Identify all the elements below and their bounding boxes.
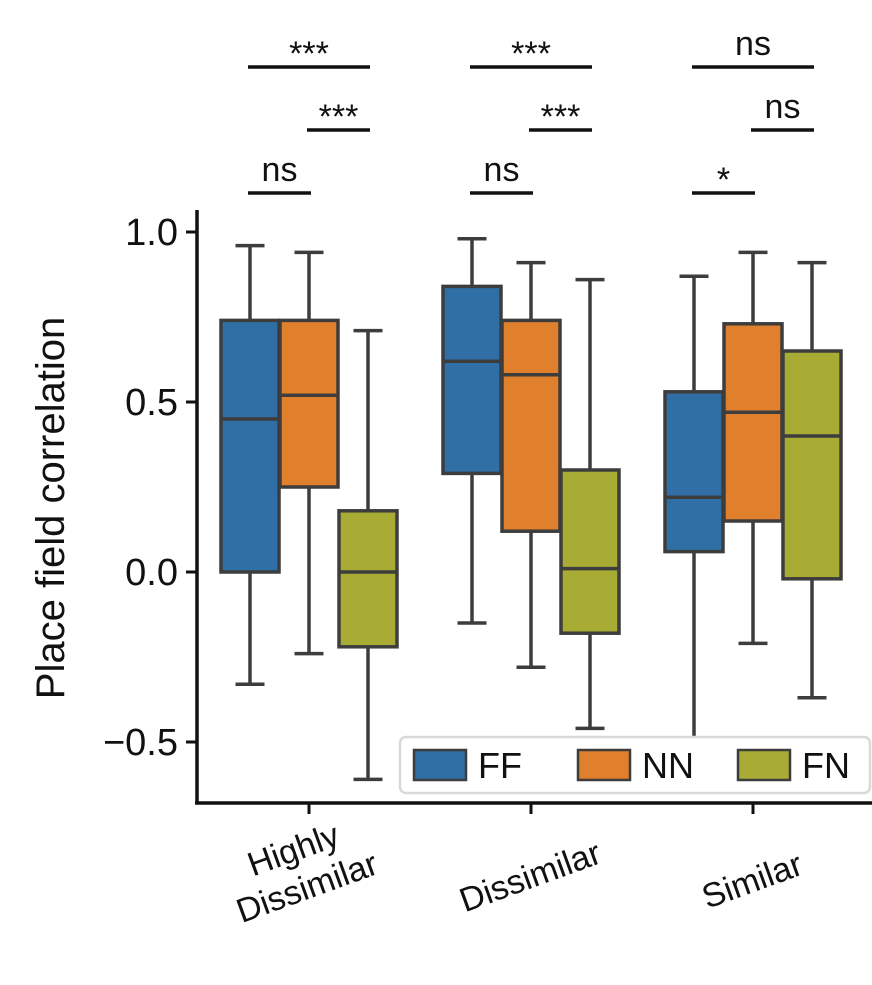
box-fn — [559, 277, 621, 731]
box-ff — [219, 243, 281, 686]
box-ff — [663, 274, 725, 741]
y-tick-label: 1.0 — [125, 212, 178, 254]
significance-bracket: *** — [307, 98, 370, 136]
significance-label: *** — [541, 98, 581, 136]
legend-frame — [398, 735, 872, 795]
box-body — [663, 390, 725, 554]
legend-swatch — [412, 748, 468, 782]
box-body — [278, 318, 340, 489]
significance-bracket: *** — [529, 98, 592, 136]
significance-bracket: *** — [248, 35, 370, 73]
category-label-line: Similar — [697, 845, 808, 916]
legend-swatch — [576, 748, 632, 782]
significance-label: *** — [511, 35, 551, 73]
box-ff — [441, 237, 503, 625]
significance-bracket: * — [692, 161, 755, 199]
legend-item-nn: NN — [576, 745, 694, 786]
significance-label: ns — [484, 151, 520, 189]
plot-area — [219, 237, 843, 782]
significance-label: ns — [765, 88, 801, 126]
significance-label: *** — [289, 35, 329, 73]
significance-bracket: ns — [470, 151, 533, 195]
legend-swatch — [736, 748, 792, 782]
box-fn — [337, 328, 399, 782]
box-body — [441, 284, 503, 476]
box-body — [781, 349, 843, 581]
y-ticks: 1.0 0.5 0.0 −0.5 — [103, 212, 197, 764]
x-ticks: HighlyDissimilar Dissimilar Similar — [218, 803, 808, 931]
legend-label: FF — [478, 745, 522, 786]
category-label: Dissimilar — [455, 834, 606, 920]
y-tick-label: 0.0 — [125, 552, 178, 594]
significance-label: ns — [262, 151, 298, 189]
y-tick-label: 0.5 — [125, 382, 178, 424]
legend: FF NN FN — [398, 735, 872, 795]
significance-bracket: *** — [470, 35, 592, 73]
box-body — [219, 318, 281, 574]
box-body — [337, 509, 399, 649]
significance-label: *** — [319, 98, 359, 136]
box-fn — [781, 260, 843, 700]
significance-bracket: ns — [248, 151, 311, 195]
legend-label: NN — [642, 745, 694, 786]
legend-item-ff: FF — [412, 745, 522, 786]
box-nn — [278, 250, 340, 656]
box-body — [722, 322, 784, 523]
significance-bracket: ns — [751, 88, 814, 132]
significance-label: ns — [735, 25, 771, 63]
box-body — [559, 468, 621, 635]
category-label: Similar — [697, 845, 808, 916]
y-axis-label: Place field correlation — [29, 317, 73, 699]
legend-item-fn: FN — [736, 745, 850, 786]
legend-label: FN — [802, 745, 850, 786]
category-label-line: Dissimilar — [455, 834, 606, 920]
box-nn — [500, 260, 562, 669]
y-tick-label: −0.5 — [103, 722, 178, 764]
significance-bracket: ns — [692, 25, 814, 69]
category-label: HighlyDissimilar — [218, 807, 383, 931]
box-body — [500, 318, 562, 533]
box-nn — [722, 250, 784, 646]
significance-label: * — [717, 161, 730, 199]
significance-annotations: *** *** ns *** *** ns ns ns * — [248, 25, 814, 199]
